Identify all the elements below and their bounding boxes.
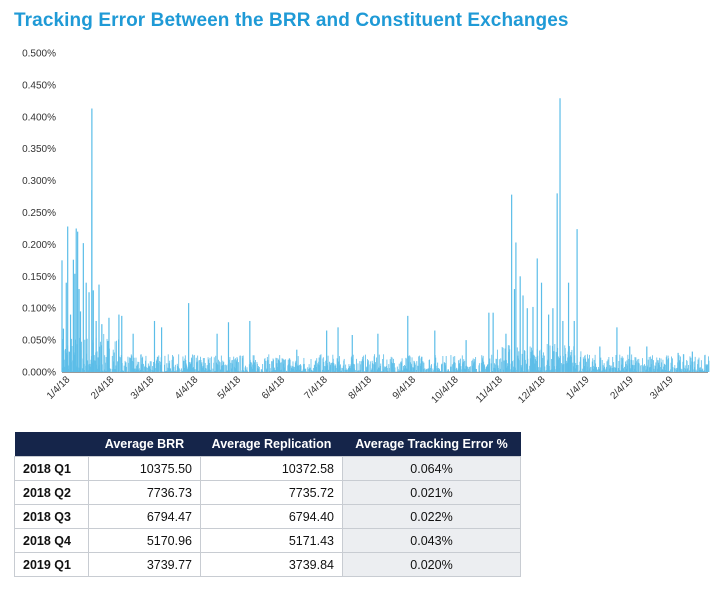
table-row: 2018 Q1 10375.50 10372.58 0.064% [14,456,521,481]
quarter-cell: 2018 Q3 [14,504,89,529]
average-replication-cell: 3739.84 [200,552,343,577]
x-tick-label: 3/4/19 [648,374,676,402]
average-brr-cell: 5170.96 [88,528,201,553]
bar-series [61,98,710,372]
y-tick-label: 0.400% [22,112,56,123]
y-axis: 0.000% 0.050% 0.100% 0.150% 0.200% 0.250% 0.30… [22,49,56,379]
average-replication-cell: 7735.72 [200,480,343,505]
quarterly-summary-table: Average BRR Average Replication Average … [14,432,521,577]
y-tick-label: 0.100% [22,304,56,315]
quarter-cell: 2018 Q2 [14,480,89,505]
x-tick-label: 4/4/18 [173,374,201,402]
quarter-cell: 2019 Q1 [14,552,89,577]
average-replication-cell: 5171.43 [200,528,343,553]
x-tick-label: 9/4/18 [391,374,419,402]
x-tick-label: 2/4/19 [608,374,636,402]
table-row: 2019 Q1 3739.77 3739.84 0.020% [14,552,521,577]
tracking-error-cell: 0.020% [342,552,521,577]
y-tick-label: 0.300% [22,176,56,187]
quarter-cell: 2018 Q1 [14,456,89,481]
y-tick-label: 0.500% [22,49,56,60]
chart-title: Tracking Error Between the BRR and Const… [14,10,569,31]
y-tick-label: 0.250% [22,208,56,219]
table-header-blank [14,432,89,457]
average-brr-cell: 10375.50 [88,456,201,481]
x-tick-label: 10/4/18 [429,374,461,406]
average-replication-cell: 10372.58 [200,456,343,481]
tracking-error-cell: 0.021% [342,480,521,505]
table-header-average-replication: Average Replication [200,432,343,457]
tracking-error-cell: 0.064% [342,456,521,481]
y-tick-label: 0.200% [22,240,56,251]
x-tick-label: 11/4/18 [474,374,505,405]
x-tick-label: 5/4/18 [216,374,244,402]
average-replication-cell: 6794.40 [200,504,343,529]
y-tick-label: 0.050% [22,336,56,347]
tracking-error-chart: 0.000% 0.050% 0.100% 0.150% 0.200% 0.250% 0.30… [22,49,710,406]
x-tick-label: 1/4/19 [564,374,592,402]
table-header-row: Average BRR Average Replication Average … [14,432,521,457]
x-tick-label: 8/4/18 [347,374,375,402]
average-brr-cell: 6794.47 [88,504,201,529]
y-tick-label: 0.150% [22,272,56,283]
table-row: 2018 Q4 5170.96 5171.43 0.043% [14,528,521,553]
average-brr-cell: 7736.73 [88,480,201,505]
x-tick-label: 7/4/18 [302,374,330,402]
x-tick-label: 6/4/18 [260,374,288,402]
x-tick-label: 3/4/18 [129,374,157,402]
y-tick-label: 0.450% [22,80,56,91]
tracking-error-cell: 0.022% [342,504,521,529]
average-brr-cell: 3739.77 [88,552,201,577]
table-header-average-brr: Average BRR [88,432,201,457]
table-row: 2018 Q2 7736.73 7735.72 0.021% [14,480,521,505]
y-tick-label: 0.350% [22,144,56,155]
tracking-error-cell: 0.043% [342,528,521,553]
table-row: 2018 Q3 6794.47 6794.40 0.022% [14,504,521,529]
x-axis: 1/4/18 2/4/18 3/4/18 4/4/18 5/4/18 6/4/18 7/4/… [45,372,708,406]
quarter-cell: 2018 Q4 [14,528,89,553]
y-tick-label: 0.000% [22,368,56,379]
table-header-average-tracking-error: Average Tracking Error % [342,432,521,457]
x-tick-label: 12/4/18 [516,374,548,406]
x-tick-label: 2/4/18 [89,374,117,402]
